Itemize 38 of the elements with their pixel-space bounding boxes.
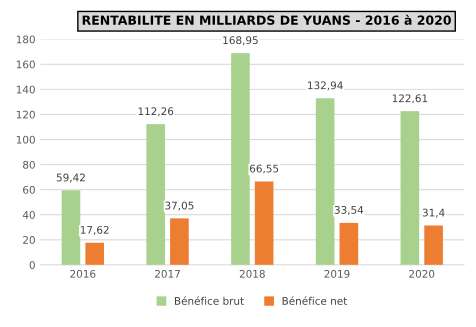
y-tick-label: 40 <box>22 210 35 219</box>
y-tick-label: 160 <box>16 60 35 68</box>
x-tick-label: 2017 <box>155 270 180 278</box>
data-label: 66,55 <box>250 164 278 174</box>
y-tick-label: 0 <box>30 261 35 269</box>
y-tick-label: 80 <box>23 160 35 169</box>
data-label: 59,42 <box>56 174 85 182</box>
data-label: 132,94 <box>308 81 343 90</box>
bar <box>170 218 189 265</box>
data-label: 31,4 <box>422 208 445 218</box>
bar <box>254 181 274 265</box>
y-tick-label: 140 <box>16 86 35 94</box>
x-tick-label: 2019 <box>324 270 350 278</box>
data-label: 112,26 <box>138 107 174 116</box>
data-label: 33,54 <box>334 206 364 215</box>
bar <box>62 190 80 265</box>
y-tick-label: 20 <box>23 236 35 244</box>
y-tick-label: 60 <box>23 186 35 194</box>
y-tick-label: 180 <box>16 35 35 44</box>
chart-title: RENTABILITE EN MILLIARDS DE YUANS - 2016 à 2020 <box>82 14 451 25</box>
legend-label: Bénéfice brut <box>174 296 244 305</box>
data-label: 122,61 <box>392 94 428 104</box>
bar <box>424 226 443 265</box>
bar <box>146 124 166 265</box>
x-tick-label: 2020 <box>409 270 434 278</box>
x-tick-label: 2018 <box>240 270 265 278</box>
bar <box>340 222 358 265</box>
bar <box>85 242 104 265</box>
bar <box>316 98 334 265</box>
data-label: 17,62 <box>80 226 109 235</box>
data-label: 168,95 <box>223 36 258 46</box>
y-tick-label: 120 <box>16 110 35 119</box>
bar <box>231 53 250 265</box>
x-tick-label: 2016 <box>70 270 96 278</box>
bar <box>400 111 420 265</box>
y-tick-label: 100 <box>16 136 35 144</box>
data-label: 37,05 <box>165 202 194 211</box>
legend-label: Bénéfice net <box>282 296 348 305</box>
